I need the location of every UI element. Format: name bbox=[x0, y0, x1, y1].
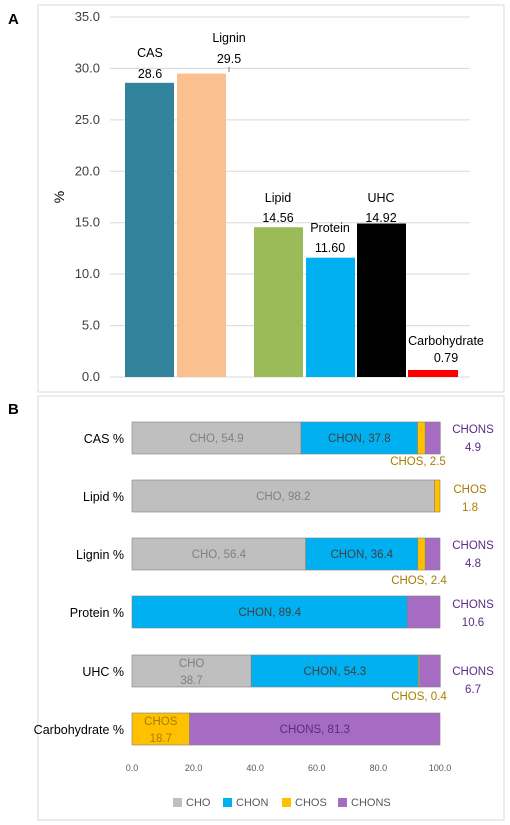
bar-cas bbox=[125, 82, 174, 377]
segment-label: CHON, 36.4 bbox=[330, 549, 393, 561]
bar-value-label: 29.5 bbox=[217, 52, 241, 66]
category-label: Lipid % bbox=[83, 490, 124, 504]
x-tick-label: 60.0 bbox=[308, 763, 326, 773]
y-tick-label: 0.0 bbox=[82, 369, 100, 384]
y-tick-label: 15.0 bbox=[75, 215, 100, 230]
segment-chos bbox=[417, 421, 426, 455]
y-tick-label: 20.0 bbox=[75, 163, 100, 178]
panel-a-chart: 0.0 5.0 10.0 15.0 20.0 25.0 30.0 35.0% CAS 28.6 Li… bbox=[51, 9, 484, 384]
segment-chos bbox=[131, 712, 190, 746]
y-tick-label: 30.0 bbox=[75, 60, 100, 75]
category-label: Carbohydrate % bbox=[34, 723, 124, 737]
bar-value-label: 14.92 bbox=[365, 211, 396, 225]
bar-lipid bbox=[254, 227, 303, 377]
legend-swatch-chon bbox=[223, 798, 232, 807]
segment-label: 38.7 bbox=[180, 675, 202, 687]
legend-label-chon: CHON bbox=[236, 797, 268, 809]
legend-swatch-cho bbox=[173, 798, 182, 807]
segment-label: 4.8 bbox=[465, 558, 481, 570]
segment-label: CHON, 54.3 bbox=[303, 666, 366, 678]
category-label: UHC % bbox=[82, 665, 124, 679]
bar-carbohydrate bbox=[408, 370, 458, 377]
segment-label: CHOS bbox=[453, 484, 487, 496]
bar-protein bbox=[306, 257, 355, 377]
legend-label-cho: CHO bbox=[186, 797, 211, 809]
segment-cho bbox=[131, 479, 435, 513]
segment-label: CHONS bbox=[452, 540, 494, 552]
bar-category-label: UHC bbox=[367, 191, 394, 205]
segment-label: 18.7 bbox=[150, 733, 172, 745]
segment-label: CHO, 56.4 bbox=[192, 549, 247, 561]
segment-chos bbox=[434, 479, 441, 513]
segment-chons bbox=[419, 654, 441, 688]
bar-value-label: 28.6 bbox=[138, 67, 162, 81]
segment-chons bbox=[407, 595, 441, 629]
y-axis-label: % bbox=[51, 191, 67, 203]
bar-value-label: 11.60 bbox=[315, 241, 345, 255]
bar-lignin bbox=[177, 73, 226, 378]
y-tick-label: 35.0 bbox=[75, 9, 100, 24]
segment-chons bbox=[424, 421, 441, 455]
x-tick-label: 40.0 bbox=[246, 763, 264, 773]
bar-category-label: Carbohydrate bbox=[408, 334, 484, 348]
segment-label: CHONS, 81.3 bbox=[280, 724, 350, 736]
panel-b-label: B bbox=[8, 401, 19, 418]
bar-value-label: 0.79 bbox=[434, 351, 458, 365]
legend-swatch-chons bbox=[338, 798, 347, 807]
segment-chos bbox=[417, 537, 426, 571]
segment-label: 10.6 bbox=[462, 617, 484, 629]
segment-label: CHONS bbox=[452, 424, 494, 436]
category-label: CAS % bbox=[84, 432, 124, 446]
x-tick-label: 20.0 bbox=[185, 763, 203, 773]
category-label: Protein % bbox=[70, 606, 124, 620]
segment-label: CHOS bbox=[144, 716, 178, 728]
x-tick-label: 100.0 bbox=[429, 763, 452, 773]
bar-category-label: Protein bbox=[310, 221, 350, 235]
segment-chon bbox=[131, 595, 408, 629]
segment-cho bbox=[131, 537, 307, 571]
bar-uhc bbox=[357, 223, 406, 377]
x-tick-label: 0.0 bbox=[126, 763, 139, 773]
segment-label: 1.8 bbox=[462, 502, 478, 514]
legend: CHO CHON CHOS CHONS bbox=[173, 797, 391, 809]
segment-label: 6.7 bbox=[465, 684, 481, 696]
bar-category-label: CAS bbox=[137, 46, 163, 60]
segment-chon bbox=[250, 654, 419, 688]
segment-label: CHOS, 2.5 bbox=[390, 456, 446, 468]
legend-swatch-chos bbox=[282, 798, 291, 807]
segment-label: CHO bbox=[179, 658, 205, 670]
y-tick-label: 25.0 bbox=[75, 112, 100, 127]
segment-label: CHO, 54.9 bbox=[189, 433, 243, 445]
segment-label: CHOS, 2.4 bbox=[391, 575, 447, 587]
segment-label: CHO, 98.2 bbox=[256, 491, 310, 503]
segment-label: 4.9 bbox=[465, 442, 481, 454]
bar-value-label: 14.56 bbox=[262, 211, 293, 225]
panel-b-chart: 0.0 20.0 40.0 60.0 80.0 100.0 CAS % Lipid % Lign… bbox=[34, 421, 494, 773]
segment-cho bbox=[131, 421, 302, 455]
x-tick-label: 80.0 bbox=[370, 763, 388, 773]
segment-chons bbox=[189, 712, 441, 746]
segment-label: CHON, 37.8 bbox=[328, 433, 391, 445]
y-tick-label: 5.0 bbox=[82, 318, 100, 333]
panel-a-label: A bbox=[8, 11, 19, 28]
segment-label: CHOS, 0.4 bbox=[391, 691, 447, 703]
segment-label: CHONS bbox=[452, 666, 494, 678]
segment-label: CHONS bbox=[452, 599, 494, 611]
bar-category-label: Lipid bbox=[265, 191, 291, 205]
y-tick-label: 10.0 bbox=[75, 266, 100, 281]
segment-cho bbox=[131, 654, 252, 688]
category-label: Lignin % bbox=[76, 548, 124, 562]
legend-label-chons: CHONS bbox=[351, 797, 391, 809]
legend-label-chos: CHOS bbox=[295, 797, 327, 809]
segment-chons bbox=[424, 537, 441, 571]
segment-chon bbox=[300, 421, 418, 455]
bar-category-label: Lignin bbox=[212, 31, 245, 45]
segment-label: CHON, 89.4 bbox=[238, 607, 301, 619]
